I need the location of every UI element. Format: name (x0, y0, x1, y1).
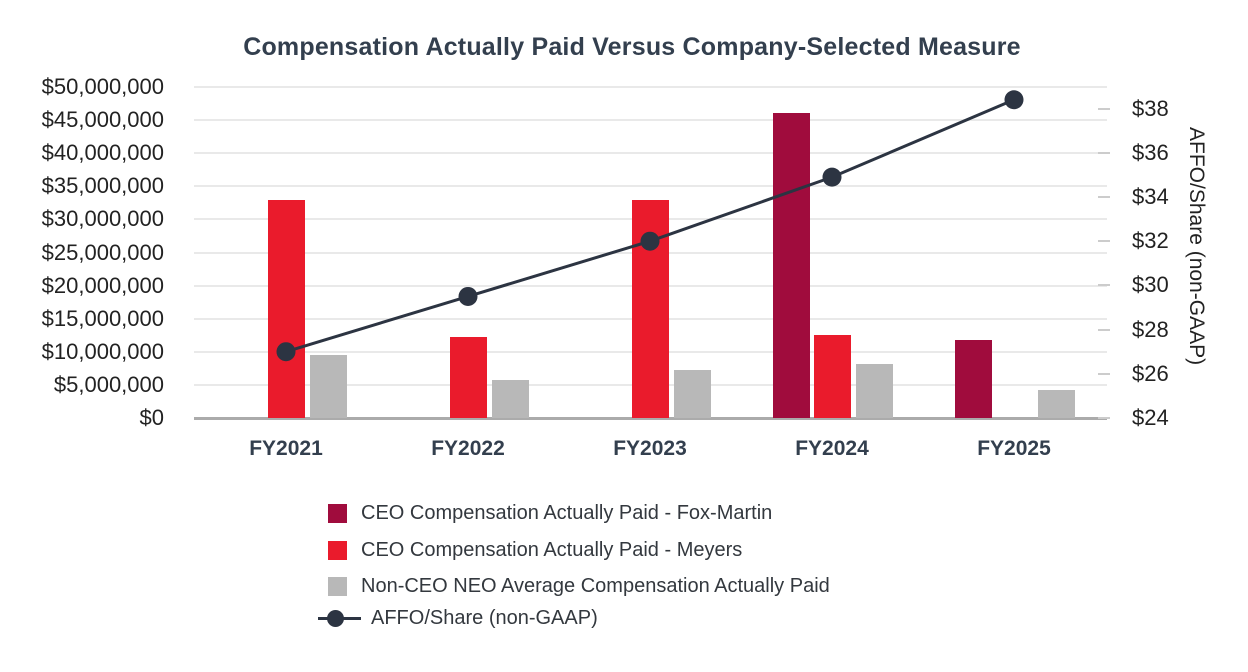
x-axis-tick-label: FY2025 (977, 437, 1051, 460)
left-axis-tick-label: $5,000,000 (53, 371, 164, 397)
left-axis-tick-label: $0 (139, 405, 164, 430)
bar-FY2022-series3 (492, 379, 529, 418)
bar-FY2024-series3 (856, 364, 893, 418)
x-axis-tick-label: FY2022 (431, 437, 505, 460)
bar-FY2024-series1 (773, 113, 810, 418)
gridline (194, 185, 1107, 188)
right-axis-tick (1098, 151, 1110, 154)
legend-item: AFFO/Share (non-GAAP) (318, 607, 598, 629)
legend-line-marker (318, 609, 361, 628)
legend-item: CEO Compensation Actually Paid - Meyers (318, 539, 742, 561)
right-axis-tick-label: $26 (1132, 360, 1169, 386)
bar-FY2021-series2 (268, 199, 305, 418)
chart-title: Compensation Actually Paid Versus Compan… (243, 33, 1021, 61)
right-axis-tick (1098, 372, 1110, 375)
affo-dot-FY2024 (822, 167, 842, 187)
x-axis-tick-label: FY2024 (795, 437, 869, 460)
bar-FY2025-series3 (1038, 390, 1075, 418)
gridline (194, 152, 1107, 155)
right-axis-tick-label: $30 (1132, 272, 1169, 298)
gridline (194, 86, 1107, 88)
affo-dot-FY2022 (458, 286, 478, 306)
legend-item: CEO Compensation Actually Paid - Fox-Mar… (318, 502, 772, 524)
x-axis-tick-label: FY2023 (613, 437, 687, 460)
right-axis-tick (1098, 328, 1110, 331)
bar-FY2023-series3 (674, 370, 711, 418)
bar-FY2025-series1 (955, 339, 992, 418)
legend-label: CEO Compensation Actually Paid - Fox-Mar… (361, 501, 773, 524)
right-axis-tick-label: $28 (1132, 316, 1169, 342)
right-axis-tick (1098, 196, 1110, 198)
left-axis-tick-label: $25,000,000 (41, 239, 164, 265)
left-axis-tick-label: $40,000,000 (41, 140, 164, 166)
legend-dot-icon (327, 609, 344, 627)
right-axis-tick-label: $36 (1132, 139, 1169, 165)
left-axis-tick-label: $10,000,000 (41, 338, 164, 364)
right-axis-tick-label: $38 (1132, 95, 1169, 121)
affo-dot-FY2025 (1004, 90, 1024, 110)
left-axis-tick-label: $45,000,000 (41, 107, 164, 133)
bar-FY2021-series3 (310, 355, 347, 418)
left-axis-tick-label: $15,000,000 (41, 305, 164, 331)
legend-label: AFFO/Share (non-GAAP) (371, 606, 598, 629)
bar-FY2023-series2 (632, 199, 669, 418)
right-axis-title: AFFO/Share (non-GAAP) (1185, 127, 1208, 366)
gridline (194, 119, 1107, 122)
bar-FY2022-series2 (450, 336, 487, 418)
left-axis-tick-label: $20,000,000 (41, 272, 164, 298)
left-axis-tick-label: $35,000,000 (41, 173, 164, 199)
legend-label: Non-CEO NEO Average Compensation Actuall… (361, 574, 830, 597)
legend-label: CEO Compensation Actually Paid - Meyers (361, 538, 743, 561)
left-axis-tick-label: $50,000,000 (41, 74, 164, 99)
right-axis-tick (1098, 240, 1110, 243)
right-axis-tick-label: $32 (1132, 228, 1169, 254)
legend-swatch (328, 540, 347, 560)
right-axis-tick-label: $24 (1132, 405, 1169, 430)
left-axis-tick-label: $30,000,000 (41, 206, 164, 232)
right-axis-tick (1098, 107, 1110, 110)
bar-FY2024-series2 (814, 335, 851, 418)
x-axis-baseline (194, 417, 1107, 420)
legend-swatch (328, 576, 347, 596)
legend-swatch (328, 503, 347, 523)
right-axis-tick (1098, 417, 1110, 419)
legend-item: Non-CEO NEO Average Compensation Actuall… (318, 575, 830, 597)
right-axis-tick-label: $34 (1132, 184, 1169, 209)
x-axis-tick-label: FY2021 (249, 437, 323, 460)
right-axis-tick (1098, 284, 1110, 287)
